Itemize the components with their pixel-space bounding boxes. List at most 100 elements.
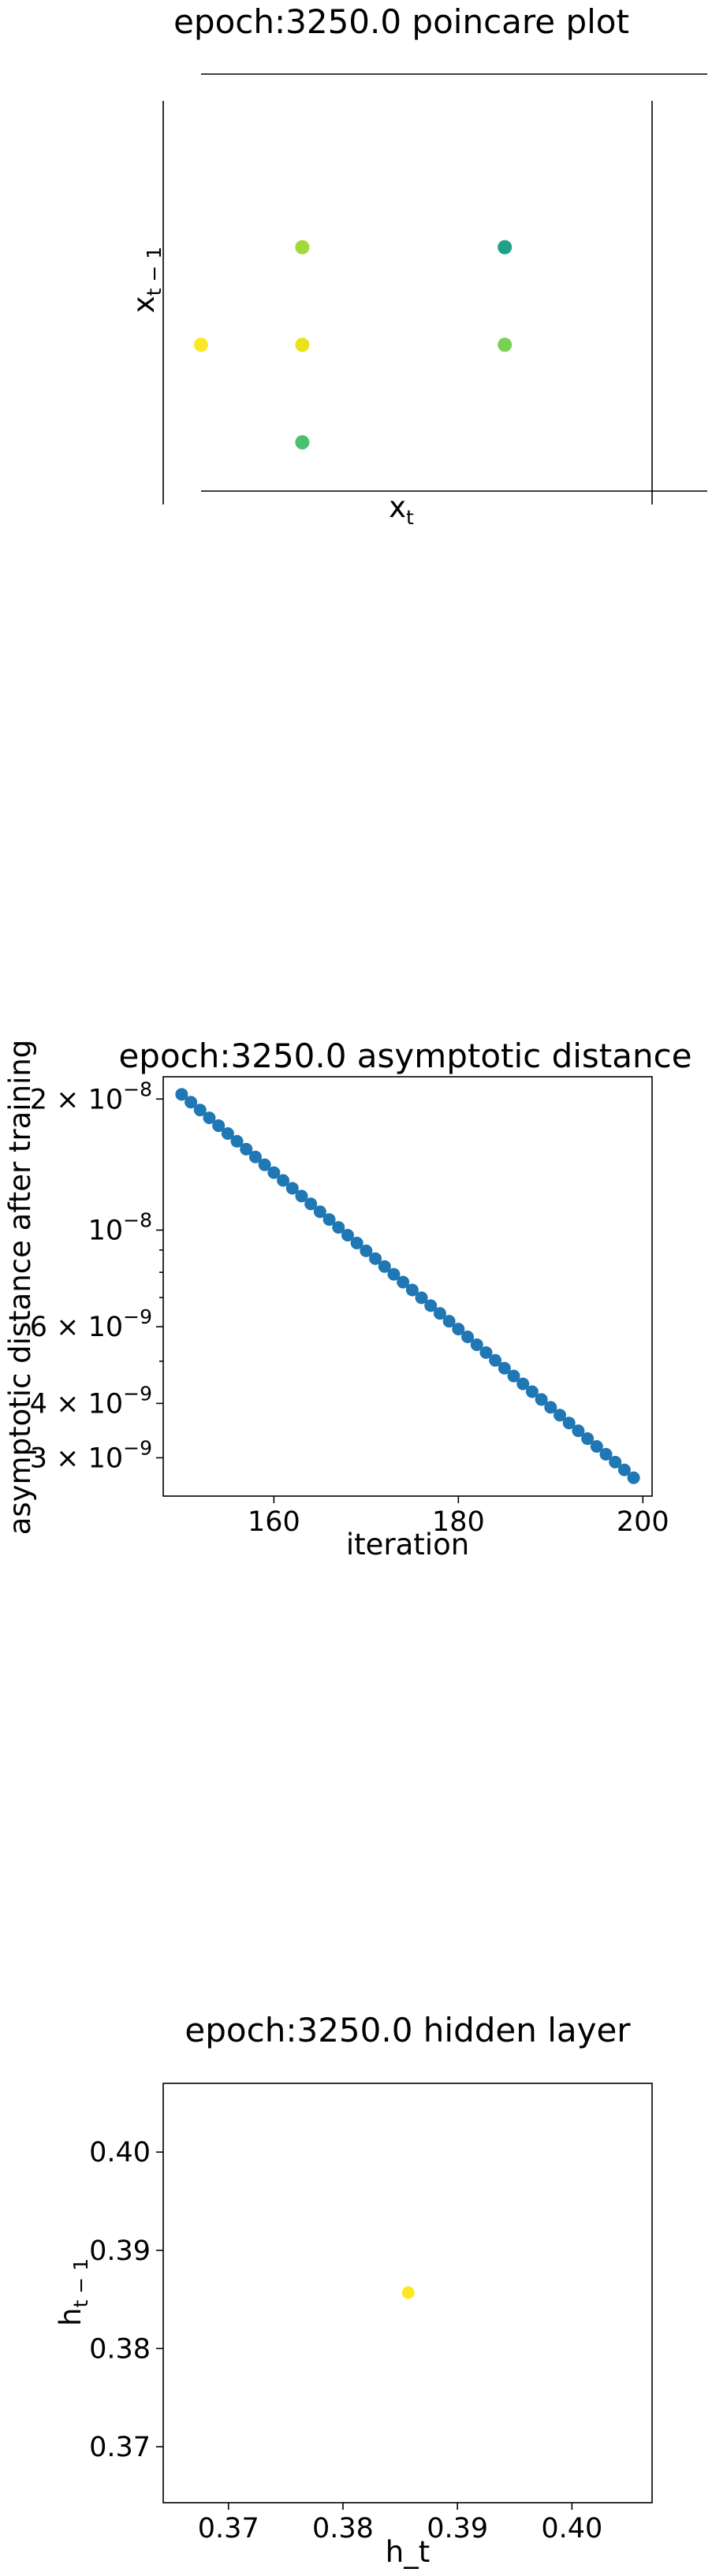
poincare-y-label-sub: t − 1 bbox=[143, 247, 166, 296]
asymptotic-point bbox=[203, 1111, 216, 1125]
asymptotic-point bbox=[277, 1174, 290, 1187]
hidden-layer-title: epoch:3250.0 hidden layer bbox=[185, 2011, 631, 2049]
poincare-y-label: xt − 1 bbox=[127, 247, 166, 313]
asymptotic-point bbox=[240, 1142, 253, 1156]
asymptotic-point bbox=[433, 1307, 446, 1320]
asymptotic-point bbox=[341, 1228, 354, 1241]
asymptotic-point bbox=[230, 1134, 244, 1148]
asymptotic-title: epoch:3250.0 asymptotic distance bbox=[118, 1037, 691, 1075]
asymptotic-point bbox=[369, 1252, 382, 1265]
asymptotic-point bbox=[525, 1385, 539, 1398]
poincare-y-label-base: x bbox=[127, 296, 161, 313]
asymptotic-point bbox=[424, 1299, 438, 1312]
poincare-point-5 bbox=[498, 337, 513, 352]
asymptotic-y-tick-label: 2 × 10−8 bbox=[30, 1078, 152, 1115]
hidden-layer-y-ticks: 0.37 0.38 0.39 0.40 bbox=[89, 2137, 163, 2463]
asymptotic-point bbox=[581, 1432, 595, 1446]
hidden-layer-y-label-base: h bbox=[54, 2308, 88, 2326]
asymptotic-point bbox=[185, 1096, 198, 1109]
asymptotic-axes-frame bbox=[162, 1076, 653, 1497]
asymptotic-point bbox=[258, 1158, 271, 1171]
hidden-layer-x-ticks: 0.37 0.38 0.39 0.40 bbox=[198, 2503, 602, 2544]
asymptotic-point bbox=[387, 1268, 401, 1281]
poincare-title: epoch:3250.0 poincare plot bbox=[173, 2, 629, 41]
asymptotic-y-tick-label: 3 × 10−9 bbox=[30, 1436, 152, 1474]
asymptotic-x-label: iteration bbox=[346, 1528, 469, 1562]
asymptotic-point bbox=[397, 1275, 410, 1289]
poincare-point-3 bbox=[295, 435, 310, 450]
asymptotic-point bbox=[617, 1463, 631, 1476]
hidden-layer-y-tick-label: 0.37 bbox=[89, 2432, 151, 2463]
hidden-layer-x-tick-label: 0.40 bbox=[541, 2513, 602, 2544]
asymptotic-point bbox=[405, 1283, 419, 1297]
asymptotic-point bbox=[360, 1244, 373, 1257]
poincare-point-4 bbox=[498, 240, 513, 255]
asymptotic-point bbox=[554, 1409, 567, 1422]
asymptotic-point bbox=[470, 1338, 483, 1351]
hidden-layer-x-label: h_t bbox=[386, 2535, 430, 2569]
hidden-layer-axes-frame bbox=[162, 2083, 653, 2503]
poincare-point-0 bbox=[194, 337, 208, 352]
asymptotic-point bbox=[461, 1331, 475, 1344]
asymptotic-point bbox=[627, 1471, 640, 1484]
poincare-x-label: xt bbox=[389, 490, 414, 529]
hidden-layer-y-tick-label: 0.40 bbox=[89, 2137, 151, 2168]
asymptotic-point bbox=[452, 1323, 465, 1336]
asymptotic-y-tick-label: 4 × 10−9 bbox=[30, 1382, 152, 1420]
asymptotic-point bbox=[489, 1353, 502, 1367]
asymptotic-chart: epoch:3250.0 asymptotic distance 160 180 2… bbox=[3, 1037, 692, 1562]
asymptotic-point bbox=[572, 1424, 585, 1438]
asymptotic-point bbox=[590, 1439, 603, 1453]
asymptotic-point bbox=[267, 1166, 281, 1179]
asymptotic-point bbox=[544, 1401, 557, 1414]
poincare-point-2 bbox=[295, 240, 310, 255]
hidden-layer-x-tick-label: 0.37 bbox=[198, 2513, 259, 2544]
hidden-layer-x-tick-label: 0.38 bbox=[312, 2513, 374, 2544]
asymptotic-x-tick-label: 200 bbox=[617, 1506, 669, 1538]
asymptotic-point bbox=[175, 1088, 188, 1101]
asymptotic-y-tick-label: 10−8 bbox=[88, 1209, 152, 1247]
asymptotic-point bbox=[304, 1197, 318, 1211]
asymptotic-point bbox=[322, 1213, 336, 1227]
hidden-layer-y-label-sub: t − 1 bbox=[69, 2258, 92, 2308]
asymptotic-point bbox=[562, 1416, 576, 1430]
asymptotic-point bbox=[212, 1119, 226, 1133]
asymptotic-x-tick-label: 160 bbox=[248, 1506, 300, 1538]
hidden-layer-y-tick-label: 0.38 bbox=[89, 2333, 151, 2365]
hidden-layer-point-0 bbox=[401, 2286, 415, 2299]
asymptotic-point bbox=[498, 1361, 511, 1375]
asymptotic-point bbox=[313, 1205, 326, 1219]
asymptotic-y-label: asymptotic distance after training bbox=[3, 1040, 37, 1536]
asymptotic-point bbox=[609, 1455, 622, 1469]
asymptotic-x-ticks: 160 180 200 bbox=[248, 1496, 669, 1538]
asymptotic-point bbox=[332, 1221, 345, 1234]
asymptotic-point bbox=[535, 1393, 548, 1406]
hidden-layer-y-tick-label: 0.39 bbox=[89, 2235, 151, 2267]
hidden-layer-x-tick-label: 0.39 bbox=[427, 2513, 488, 2544]
hidden-layer-chart: epoch:3250.0 hidden layer 0.37 0.38 0.39 0.… bbox=[54, 2011, 653, 2569]
asymptotic-y-tick-label: 6 × 10−9 bbox=[30, 1305, 152, 1343]
poincare-points bbox=[194, 240, 513, 450]
hidden-layer-y-label: ht − 1 bbox=[54, 2258, 92, 2326]
poincare-x-label-base: x bbox=[389, 490, 406, 524]
asymptotic-x-tick-label: 180 bbox=[432, 1506, 485, 1538]
asymptotic-point bbox=[516, 1377, 530, 1390]
asymptotic-y-ticks: 2 × 10−8 10−8 6 × 10−9 4 × 10−9 3 × 10−9 bbox=[30, 1078, 163, 1474]
asymptotic-point bbox=[378, 1260, 391, 1273]
asymptotic-point bbox=[599, 1447, 613, 1461]
asymptotic-point bbox=[350, 1236, 363, 1249]
poincare-point-1 bbox=[295, 337, 310, 352]
asymptotic-point bbox=[221, 1126, 234, 1140]
asymptotic-point bbox=[285, 1182, 299, 1195]
asymptotic-point bbox=[295, 1189, 308, 1203]
asymptotic-points bbox=[175, 1088, 640, 1484]
asymptotic-point bbox=[479, 1346, 493, 1359]
hidden-layer-points bbox=[401, 2286, 415, 2299]
poincare-chart: epoch:3250.0 poincare plot xt xt − 1 bbox=[127, 2, 707, 529]
asymptotic-point bbox=[193, 1104, 207, 1117]
asymptotic-point bbox=[415, 1291, 428, 1305]
asymptotic-point bbox=[442, 1315, 456, 1328]
asymptotic-point bbox=[248, 1150, 262, 1163]
asymptotic-point bbox=[507, 1369, 520, 1383]
